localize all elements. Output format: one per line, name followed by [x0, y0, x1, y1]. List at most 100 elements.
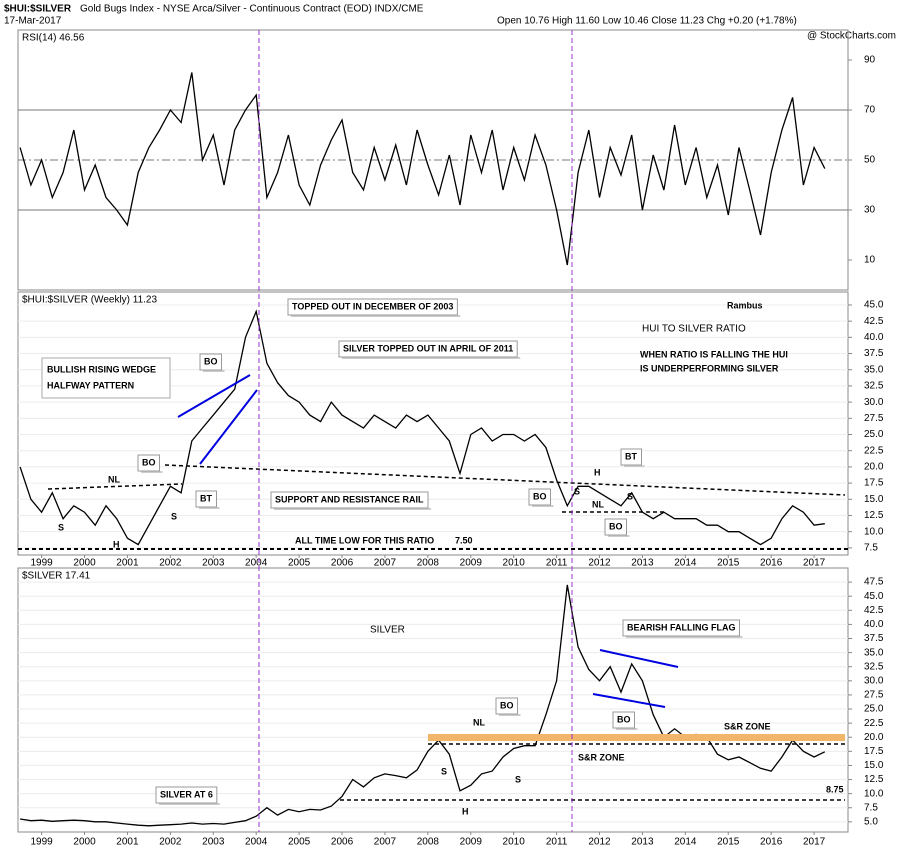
x-tick-label: 2001: [116, 558, 139, 569]
annotation-box: [137, 454, 160, 472]
y-tick-label: 20.0: [864, 732, 884, 743]
annotation: 8.75: [826, 784, 844, 794]
annotation: S&R ZONE: [724, 721, 771, 731]
rail: [164, 464, 846, 496]
annotation-title: SILVER: [370, 625, 405, 636]
annotation-shadow: [203, 370, 225, 372]
annotation: SILVER AT 6: [160, 789, 213, 799]
x-tick-label: 2012: [588, 837, 611, 848]
x-tick-label: 2003: [202, 558, 225, 569]
x-tick-label: 2015: [717, 837, 740, 848]
y-tick-label: 40.0: [864, 332, 884, 343]
x-tick-label: 2007: [374, 837, 397, 848]
trendline: [177, 374, 251, 418]
y-tick-label: 30.0: [864, 397, 884, 408]
x-tick-label: 2011: [546, 837, 568, 848]
x-tick-label: 2000: [73, 837, 96, 848]
y-tick-label: 17.5: [864, 746, 884, 757]
annotation-box: [622, 619, 740, 637]
annotation: BO: [204, 356, 218, 366]
annotation: TOPPED OUT IN DECEMBER OF 2003: [292, 301, 453, 311]
y-tick-label: 40.0: [864, 619, 884, 630]
annotation: BO: [533, 491, 547, 501]
quote: Open 10.76 High 11.60 Low 10.46 Close 11…: [497, 16, 797, 27]
x-tick-label: 2005: [288, 558, 311, 569]
annotation: SUPPORT AND RESISTANCE RAIL: [275, 494, 424, 504]
x-tick-label: 2000: [73, 558, 96, 569]
annotation: S&R ZONE: [578, 752, 625, 762]
annotation: BEARISH FALLING FLAG: [627, 622, 736, 632]
y-tick-label: 27.5: [864, 413, 884, 424]
y-tick-label: 10.0: [864, 788, 884, 799]
y-tick-label: 15.0: [864, 760, 884, 771]
x-tick-label: 2011: [546, 558, 568, 569]
annotation-box: [495, 697, 518, 715]
annotation-shadow: [141, 471, 163, 473]
annotation: H: [113, 539, 120, 549]
x-tick-label: 2013: [631, 558, 654, 569]
y-tick-label: 70: [864, 105, 876, 116]
y-tick-label: 17.5: [864, 478, 884, 489]
x-tick-label: 2004: [245, 558, 268, 569]
annotation: 7.50: [455, 535, 473, 545]
x-tick-label: 2010: [503, 558, 526, 569]
y-tick-label: 42.5: [864, 605, 884, 616]
y-tick-label: 12.5: [864, 510, 884, 521]
annotation: S: [441, 766, 447, 776]
y-tick-label: 12.5: [864, 774, 884, 785]
annotation: S: [171, 511, 177, 521]
y-tick-label: 30.0: [864, 675, 884, 686]
x-tick-label: 2013: [631, 837, 654, 848]
annotation-box: [612, 711, 635, 729]
annotation: ALL TIME LOW FOR THIS RATIO: [295, 535, 434, 545]
x-tick-label: 2016: [760, 837, 783, 848]
y-tick-label: 5.0: [864, 816, 878, 827]
y-tick-label: 50: [864, 155, 876, 166]
annotation: H: [462, 806, 469, 816]
x-tick-label: 2006: [331, 558, 354, 569]
annotation-shadow: [159, 803, 220, 805]
y-tick-label: 25.0: [864, 429, 884, 440]
drawn-lines: [18, 30, 848, 832]
annotation: Rambus: [727, 300, 763, 310]
watermark: @ StockCharts.com: [807, 31, 896, 42]
y-tick-label: 47.5: [864, 577, 884, 588]
annotation-shadow: [624, 465, 645, 467]
annotation-shadow: [626, 636, 743, 638]
annotation-shadow: [342, 357, 521, 359]
x-tick-label: 1999: [30, 558, 53, 569]
y-tick-label: 10.0: [864, 526, 884, 537]
y-tick-label: 35.0: [864, 647, 884, 658]
y-tick-label: 45.0: [864, 300, 884, 311]
annotation: BO: [617, 714, 631, 724]
annotation-shadow: [199, 507, 220, 509]
panel: [17, 567, 849, 833]
neckline: [47, 483, 183, 490]
annotation: S: [515, 774, 521, 784]
x-tick-label: 2008: [417, 558, 440, 569]
y-tick-label: 42.5: [864, 316, 884, 327]
y-tick-label: 7.5: [864, 802, 878, 813]
y-tick-label: 10: [864, 255, 876, 266]
x-tick-label: 2007: [374, 558, 397, 569]
annotation: BULLISH RISING WEDGE: [47, 364, 156, 374]
annotation: S: [627, 491, 633, 501]
y-tick-label: 35.0: [864, 364, 884, 375]
annotation-box: [199, 353, 222, 371]
annotation-title: HUI TO SILVER RATIO: [642, 324, 746, 335]
price-line: [19, 72, 826, 266]
annotation: S: [574, 486, 580, 496]
x-tick-label: 2009: [460, 837, 483, 848]
x-tick-label: 2002: [159, 837, 182, 848]
date: 17-Mar-2017: [4, 16, 62, 27]
description: Gold Bugs Index - NYSE Arca/Silver - Con…: [80, 4, 424, 15]
x-tick-label: 2010: [503, 837, 526, 848]
price-line: [19, 309, 825, 546]
annotation-shadow: [291, 315, 461, 317]
legend-entry: $HUI:$SILVER (Weekly) 11.23: [22, 295, 157, 306]
annotation: S: [58, 522, 64, 532]
y-tick-label: 22.5: [864, 718, 884, 729]
x-tick-label: 2012: [588, 558, 611, 569]
x-tick-label: 2017: [803, 558, 826, 569]
